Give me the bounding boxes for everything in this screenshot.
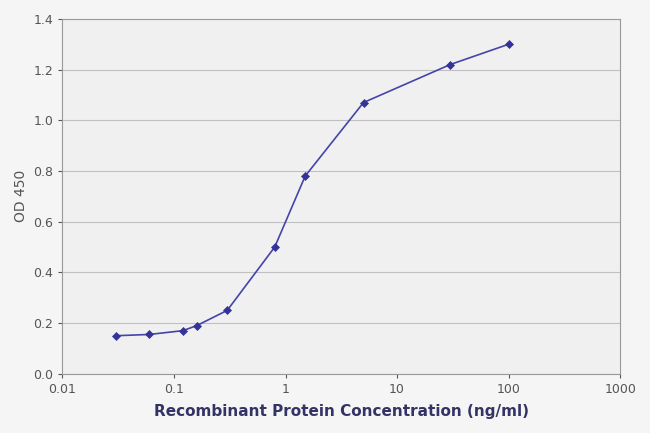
Y-axis label: OD 450: OD 450 [14, 170, 28, 223]
X-axis label: Recombinant Protein Concentration (ng/ml): Recombinant Protein Concentration (ng/ml… [154, 404, 529, 419]
